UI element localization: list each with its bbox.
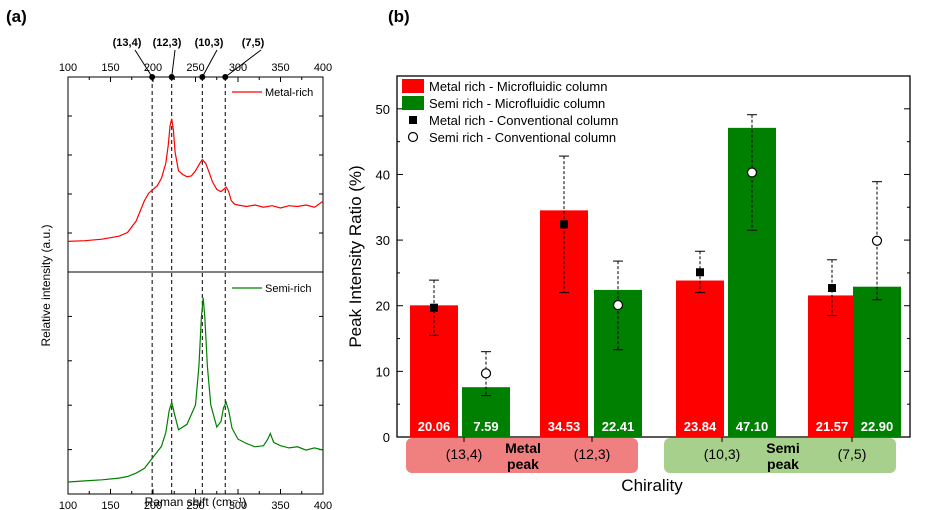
chirality-marker-label: (12,3) xyxy=(153,37,182,49)
bar-metal-rich-microfluidic xyxy=(676,280,724,437)
legend-label: Semi rich - Microfluidic column xyxy=(429,96,605,111)
x-tick-label: 200 xyxy=(144,500,162,510)
chirality-tick-label: (7,5) xyxy=(838,446,867,462)
group-label-metal-line1: Metal xyxy=(505,440,541,456)
bar-value-label: 34.53 xyxy=(548,419,581,434)
y-tick-label: 0 xyxy=(383,430,390,445)
marker-semi-rich-conventional xyxy=(746,167,758,178)
x-axis-title: Raman shift (cm⁻¹) xyxy=(145,495,247,509)
legend-label: Metal rich - Microfluidic column xyxy=(429,79,607,94)
bar-semi-rich-microfluidic xyxy=(728,127,776,438)
bar-semi-rich-microfluidic xyxy=(853,286,901,437)
x-tick-label: 400 xyxy=(314,500,332,510)
chirality-leader-line xyxy=(224,49,262,78)
y-axis-title: Relative intensity (a.u.) xyxy=(39,224,53,346)
marker-metal-rich-conventional xyxy=(696,268,704,277)
legend-swatch-green xyxy=(402,96,424,110)
group-label-semi-line2: peak xyxy=(767,456,799,472)
bar-semi-rich-microfluidic xyxy=(594,289,642,437)
bar-value-label: 7.59 xyxy=(473,419,498,434)
legend-swatch-red xyxy=(402,79,424,93)
x-tick-label: 250 xyxy=(186,500,204,510)
y-axis-title: Peak Intensity Ratio (%) xyxy=(346,165,365,347)
chirality-marker-label: (7,5) xyxy=(242,37,265,49)
panel-b-label: (b) xyxy=(388,7,410,26)
y-tick-label: 40 xyxy=(376,167,390,182)
marker-metal-rich-conventional xyxy=(430,303,438,312)
legend-label: Metal-rich xyxy=(265,87,313,99)
chirality-leader-line xyxy=(201,49,218,78)
bar-value-label: 22.41 xyxy=(602,419,635,434)
group-band-semi xyxy=(664,438,896,473)
spectrum-line xyxy=(67,118,324,242)
bar-value-label: 21.57 xyxy=(816,419,849,434)
bar-metal-rich-microfluidic xyxy=(540,210,588,437)
x-tick-label: 150 xyxy=(101,500,119,510)
bar-metal-rich-microfluidic xyxy=(410,305,458,437)
bar-value-label: 23.84 xyxy=(684,419,717,434)
bar-value-label: 47.10 xyxy=(736,419,769,434)
panel-a-bottom-frame xyxy=(67,271,324,495)
chirality-marker-label: (13,4) xyxy=(113,37,142,49)
panel-b-frame xyxy=(396,75,911,438)
bar-value-label: 22.90 xyxy=(861,419,894,434)
marker-semi-rich-conventional xyxy=(480,368,492,379)
top-x-tick-label: 100 xyxy=(59,62,77,74)
top-x-tick-label: 400 xyxy=(314,62,332,74)
x-tick-label: 300 xyxy=(229,500,247,510)
chirality-tick-label: (13,4) xyxy=(446,446,483,462)
group-label-metal-line2: peak xyxy=(507,456,539,472)
y-tick-label: 50 xyxy=(376,102,390,117)
panel-a-label: (a) xyxy=(6,7,27,26)
chirality-leader-line xyxy=(134,49,153,78)
legend-label: Semi rich - Conventional column xyxy=(429,130,616,145)
x-tick-label: 350 xyxy=(271,500,289,510)
marker-metal-rich-conventional xyxy=(560,220,568,229)
chirality-tick-label: (12,3) xyxy=(574,446,611,462)
legend-marker-filled xyxy=(409,116,417,124)
chirality-marker-label: (10,3) xyxy=(195,37,224,49)
chirality-leader-line xyxy=(171,49,176,78)
y-tick-label: 20 xyxy=(376,299,390,314)
y-tick-label: 30 xyxy=(376,233,390,248)
x-tick-label: 100 xyxy=(59,500,77,510)
marker-semi-rich-conventional xyxy=(871,235,883,246)
marker-metal-rich-conventional xyxy=(828,284,836,293)
x-axis-title: Chirality xyxy=(621,476,683,495)
bar-metal-rich-microfluidic xyxy=(808,295,856,437)
chirality-tick-label: (10,3) xyxy=(704,446,741,462)
group-band-metal xyxy=(406,438,638,473)
group-label-semi-line1: Semi xyxy=(766,440,799,456)
legend-label: Metal rich - Conventional column xyxy=(429,113,618,128)
spectrum-line xyxy=(67,297,324,483)
panel-a-top-frame xyxy=(67,76,324,273)
top-x-tick-label: 350 xyxy=(271,62,289,74)
bar-value-label: 20.06 xyxy=(418,419,451,434)
top-x-tick-label: 250 xyxy=(186,62,204,74)
y-tick-label: 10 xyxy=(376,364,390,379)
marker-semi-rich-conventional xyxy=(612,299,624,311)
top-x-tick-label: 150 xyxy=(101,62,119,74)
legend-label: Semi-rich xyxy=(265,283,311,295)
legend-marker-open xyxy=(407,131,419,143)
